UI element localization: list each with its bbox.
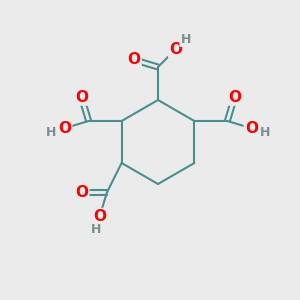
Text: O: O <box>75 90 88 105</box>
Text: O: O <box>228 90 241 105</box>
Text: H: H <box>91 224 101 236</box>
Text: H: H <box>46 126 56 139</box>
Text: O: O <box>93 209 106 224</box>
Text: O: O <box>169 42 182 57</box>
Text: H: H <box>180 33 191 46</box>
Text: O: O <box>58 121 71 136</box>
Text: H: H <box>260 126 270 139</box>
Text: O: O <box>128 52 141 67</box>
Text: O: O <box>245 121 258 136</box>
Text: O: O <box>75 185 88 200</box>
